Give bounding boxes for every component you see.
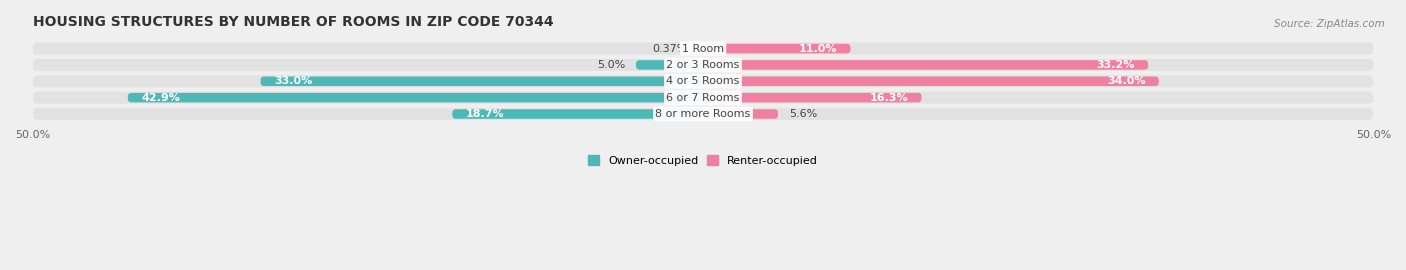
FancyBboxPatch shape	[703, 44, 851, 53]
Text: 33.2%: 33.2%	[1097, 60, 1135, 70]
FancyBboxPatch shape	[32, 75, 1374, 87]
FancyBboxPatch shape	[703, 93, 921, 102]
FancyBboxPatch shape	[636, 60, 703, 70]
Legend: Owner-occupied, Renter-occupied: Owner-occupied, Renter-occupied	[588, 155, 818, 166]
FancyBboxPatch shape	[453, 109, 703, 119]
Text: 4 or 5 Rooms: 4 or 5 Rooms	[666, 76, 740, 86]
FancyBboxPatch shape	[32, 108, 1374, 120]
FancyBboxPatch shape	[32, 92, 1374, 104]
Text: 0.37%: 0.37%	[652, 43, 688, 53]
FancyBboxPatch shape	[32, 59, 1374, 71]
Text: Source: ZipAtlas.com: Source: ZipAtlas.com	[1274, 19, 1385, 29]
FancyBboxPatch shape	[703, 60, 1149, 70]
Text: 5.0%: 5.0%	[598, 60, 626, 70]
FancyBboxPatch shape	[260, 76, 703, 86]
Text: 2 or 3 Rooms: 2 or 3 Rooms	[666, 60, 740, 70]
Text: 42.9%: 42.9%	[141, 93, 180, 103]
Text: 6 or 7 Rooms: 6 or 7 Rooms	[666, 93, 740, 103]
Text: 16.3%: 16.3%	[869, 93, 908, 103]
Text: 1 Room: 1 Room	[682, 43, 724, 53]
Text: 8 or more Rooms: 8 or more Rooms	[655, 109, 751, 119]
FancyBboxPatch shape	[32, 42, 1374, 55]
Text: HOUSING STRUCTURES BY NUMBER OF ROOMS IN ZIP CODE 70344: HOUSING STRUCTURES BY NUMBER OF ROOMS IN…	[32, 15, 553, 29]
Text: 18.7%: 18.7%	[465, 109, 505, 119]
Text: 11.0%: 11.0%	[799, 43, 837, 53]
FancyBboxPatch shape	[128, 93, 703, 102]
FancyBboxPatch shape	[703, 76, 1159, 86]
Text: 5.6%: 5.6%	[789, 109, 817, 119]
FancyBboxPatch shape	[703, 109, 778, 119]
Text: 34.0%: 34.0%	[1107, 76, 1146, 86]
Text: 33.0%: 33.0%	[274, 76, 312, 86]
FancyBboxPatch shape	[697, 44, 703, 53]
